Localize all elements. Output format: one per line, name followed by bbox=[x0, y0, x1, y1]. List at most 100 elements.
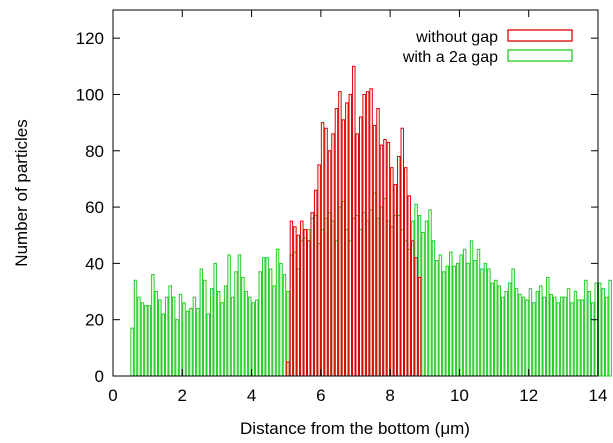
legend: without gap with a 2a gap bbox=[402, 29, 573, 66]
bar-with-2a-gap bbox=[494, 279, 498, 377]
bar-with-2a-gap bbox=[487, 268, 491, 377]
bar-with-2a-gap bbox=[203, 279, 207, 377]
bar-without-gap bbox=[393, 184, 398, 377]
bar-with-2a-gap bbox=[171, 296, 176, 377]
bar-without-gap bbox=[386, 141, 391, 377]
bar-without-gap bbox=[345, 102, 349, 377]
bar-with-2a-gap bbox=[552, 296, 557, 377]
bar-with-2a-gap bbox=[521, 296, 526, 377]
bar-without-gap bbox=[376, 108, 380, 377]
bar-with-2a-gap bbox=[161, 313, 165, 377]
bar-with-2a-gap bbox=[559, 296, 564, 377]
bar-without-gap bbox=[400, 127, 405, 377]
bar-without-gap bbox=[293, 226, 297, 377]
bar-without-gap bbox=[334, 108, 339, 377]
bar-with-2a-gap bbox=[192, 296, 197, 377]
bar-with-2a-gap bbox=[577, 299, 581, 377]
bar-without-gap bbox=[355, 133, 359, 377]
bar-with-2a-gap bbox=[168, 285, 172, 377]
bar-with-2a-gap bbox=[230, 296, 235, 377]
bar-with-2a-gap bbox=[175, 319, 179, 377]
bar-with-2a-gap bbox=[587, 291, 592, 377]
bar-with-2a-gap bbox=[580, 299, 585, 377]
bar-without-gap bbox=[369, 88, 373, 377]
x-tick-label: 12 bbox=[519, 386, 538, 405]
bar-with-2a-gap bbox=[220, 302, 224, 377]
bar-with-2a-gap bbox=[164, 296, 169, 377]
bar-without-gap bbox=[324, 127, 328, 377]
bar-with-2a-gap bbox=[528, 288, 533, 377]
bar-with-2a-gap bbox=[556, 302, 560, 377]
bar-with-2a-gap bbox=[601, 288, 605, 377]
bar-with-2a-gap bbox=[275, 248, 280, 377]
bar-without-gap bbox=[341, 119, 346, 377]
x-tick-label: 0 bbox=[108, 386, 117, 405]
bar-with-2a-gap bbox=[525, 299, 529, 377]
bar-with-2a-gap bbox=[438, 254, 443, 377]
bar-with-2a-gap bbox=[189, 307, 193, 377]
bar-with-2a-gap bbox=[210, 288, 214, 377]
x-tick-label: 2 bbox=[178, 386, 187, 405]
bar-with-2a-gap bbox=[459, 254, 463, 377]
legend-swatch-without-gap bbox=[507, 29, 573, 42]
bar-with-2a-gap bbox=[507, 282, 512, 377]
bar-without-gap bbox=[296, 234, 301, 377]
bar-with-2a-gap bbox=[213, 262, 217, 377]
x-tick-label: 10 bbox=[450, 386, 469, 405]
bar-with-2a-gap bbox=[154, 291, 159, 377]
bar-with-2a-gap bbox=[282, 274, 287, 377]
bar-with-2a-gap bbox=[549, 293, 553, 377]
y-tick-label: 100 bbox=[76, 85, 104, 104]
bar-with-2a-gap bbox=[431, 240, 436, 377]
bar-without-gap bbox=[358, 116, 363, 377]
bar-without-gap bbox=[310, 212, 314, 377]
bar-with-2a-gap bbox=[244, 291, 249, 377]
bar-with-2a-gap bbox=[421, 231, 425, 377]
x-tick-label: 8 bbox=[385, 386, 394, 405]
bar-with-2a-gap bbox=[546, 276, 550, 377]
y-tick-label: 0 bbox=[95, 367, 104, 386]
y-axis-label: Number of particles bbox=[12, 119, 31, 266]
bar-without-gap bbox=[362, 93, 366, 377]
axis-ticks: 0 2 4 6 8 10 12 14 0 20 40 60 80 100 120 bbox=[76, 10, 607, 405]
bar-with-2a-gap bbox=[563, 296, 567, 377]
bar-with-2a-gap bbox=[178, 293, 183, 377]
bar-with-2a-gap bbox=[476, 248, 481, 377]
bar-without-gap bbox=[317, 164, 321, 377]
bar-with-2a-gap bbox=[196, 307, 200, 377]
bar-with-2a-gap bbox=[608, 279, 612, 377]
bar-without-gap bbox=[390, 167, 394, 377]
bar-without-gap bbox=[320, 122, 325, 377]
bar-with-2a-gap bbox=[511, 268, 515, 377]
bar-without-gap bbox=[348, 93, 353, 377]
bar-without-gap bbox=[410, 240, 415, 377]
bar-with-2a-gap bbox=[518, 293, 522, 377]
bar-with-2a-gap bbox=[570, 302, 574, 377]
bar-with-2a-gap bbox=[428, 209, 432, 377]
bar-with-2a-gap bbox=[234, 271, 238, 377]
bar-with-2a-gap bbox=[566, 288, 571, 377]
bar-without-gap bbox=[303, 229, 308, 377]
bar-without-gap bbox=[397, 155, 401, 377]
bar-with-2a-gap bbox=[272, 285, 276, 377]
bar-with-2a-gap bbox=[466, 262, 470, 377]
bar-with-2a-gap bbox=[594, 282, 598, 377]
legend-label-with-2a-gap: with a 2a gap bbox=[402, 49, 498, 66]
bar-with-2a-gap bbox=[248, 296, 252, 377]
bar-with-2a-gap bbox=[261, 257, 266, 377]
bar-with-2a-gap bbox=[501, 296, 505, 377]
bar-without-gap bbox=[404, 167, 408, 377]
bar-with-2a-gap bbox=[133, 279, 138, 377]
bar-without-gap bbox=[338, 91, 342, 377]
bar-with-2a-gap bbox=[255, 299, 259, 377]
bar-with-2a-gap bbox=[241, 276, 245, 377]
bar-with-2a-gap bbox=[591, 302, 595, 377]
bar-with-2a-gap bbox=[279, 262, 283, 377]
bar-with-2a-gap bbox=[455, 262, 460, 377]
bar-without-gap bbox=[383, 139, 387, 377]
bar-with-2a-gap bbox=[158, 299, 162, 377]
bar-with-2a-gap bbox=[584, 279, 588, 377]
bar-with-2a-gap bbox=[199, 268, 204, 377]
bar-with-2a-gap bbox=[144, 305, 148, 377]
